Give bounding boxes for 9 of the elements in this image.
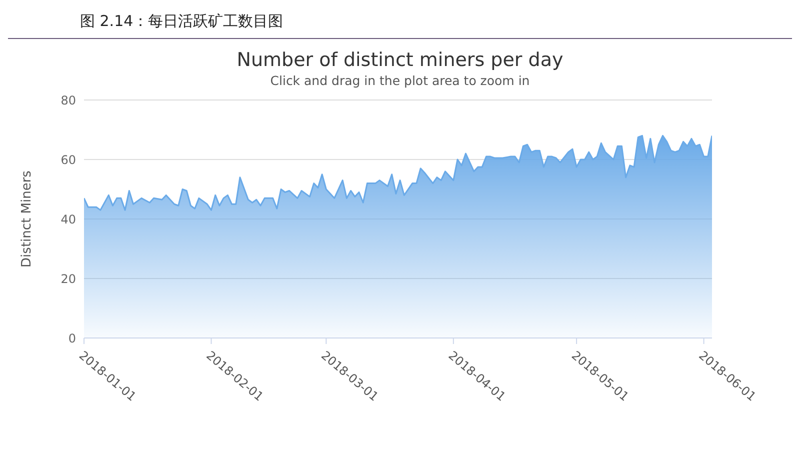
y-axis-title: Distinct Miners [20, 170, 35, 268]
y-tick-label: 20 [60, 272, 76, 286]
chart-subtitle: Click and drag in the plot area to zoom in [269, 73, 531, 88]
caption: 图 2.14：每日活跃矿工数目图 [80, 12, 284, 30]
chart-title: Number of distinct miners per day [236, 49, 564, 71]
y-tick-label: 0 [68, 331, 76, 346]
y-tick-label: 80 [60, 93, 76, 108]
y-tick-label: 40 [60, 212, 76, 226]
y-tick-label: 60 [60, 152, 76, 167]
